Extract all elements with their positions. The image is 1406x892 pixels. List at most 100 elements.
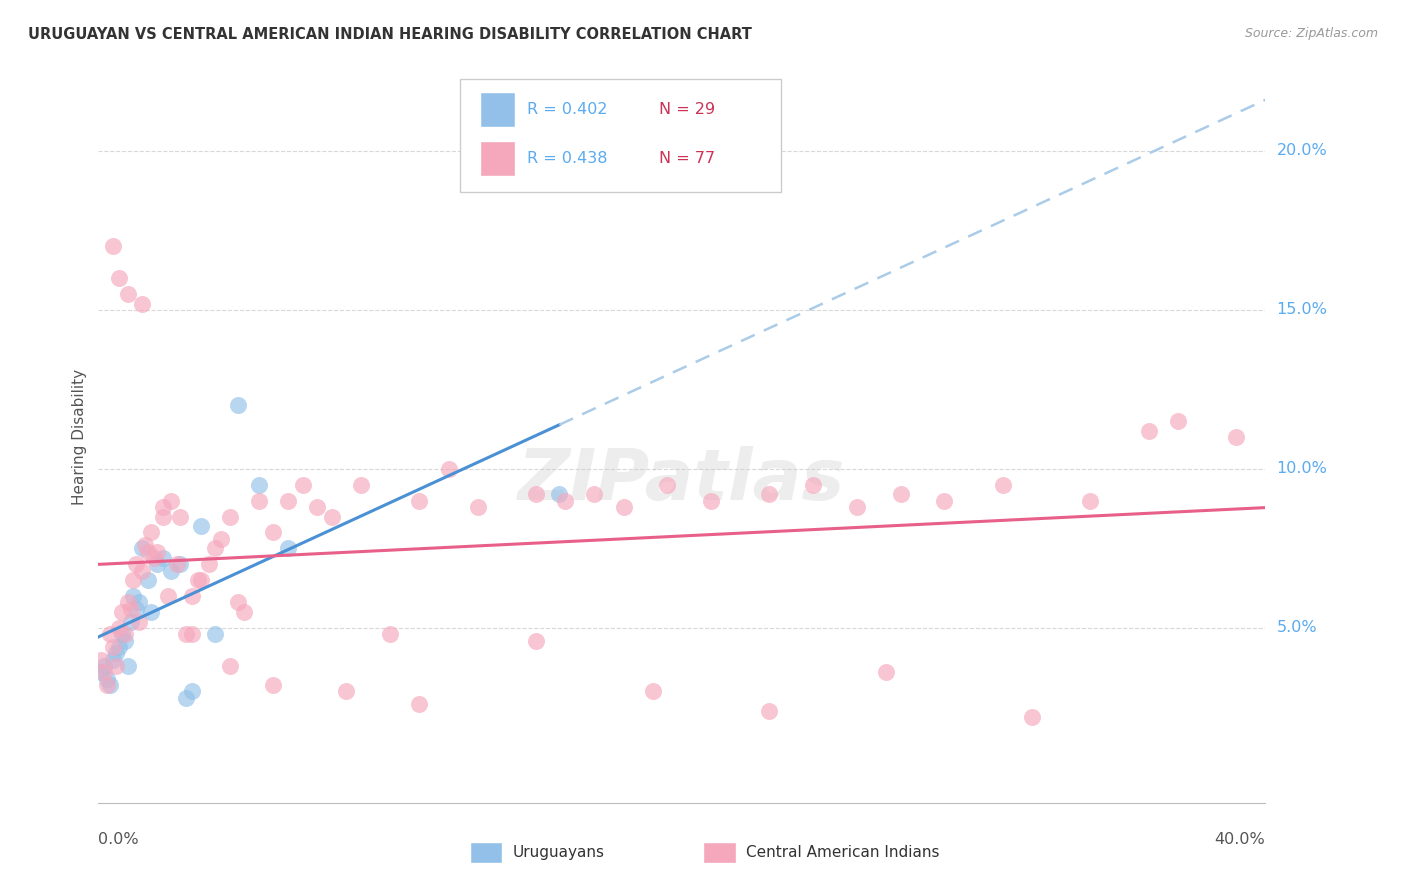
Point [131, 296, 153, 310]
Point [146, 558, 169, 572]
Point [128, 595, 150, 609]
Point [307, 500, 329, 514]
Point [247, 493, 270, 508]
Text: Uruguayans: Uruguayans [513, 845, 605, 860]
FancyBboxPatch shape [460, 78, 782, 192]
Point [350, 477, 373, 491]
Point [801, 477, 824, 491]
Point [875, 665, 897, 680]
Point [408, 493, 430, 508]
Point [108, 621, 131, 635]
Point [122, 573, 145, 587]
Point [114, 633, 136, 648]
Point [198, 558, 221, 572]
Point [335, 684, 357, 698]
Point [125, 558, 148, 572]
Point [758, 704, 780, 718]
Point [169, 509, 191, 524]
Point [90, 665, 112, 680]
Point [136, 573, 159, 587]
Point [180, 589, 202, 603]
Bar [470, 842, 502, 863]
Point [96, 672, 118, 686]
Point [90, 653, 112, 667]
Point [190, 573, 212, 587]
Point [554, 493, 576, 508]
Point [131, 541, 153, 556]
Point [96, 678, 118, 692]
Point [700, 493, 723, 508]
Point [152, 509, 174, 524]
Text: 0.0%: 0.0% [98, 832, 139, 847]
Point [1080, 493, 1102, 508]
Point [548, 487, 571, 501]
Point [934, 493, 956, 508]
Text: R = 0.438: R = 0.438 [527, 151, 607, 166]
Text: N = 77: N = 77 [658, 151, 714, 166]
Text: 5.0%: 5.0% [1277, 621, 1317, 635]
Point [187, 573, 209, 587]
Point [218, 659, 240, 673]
Point [117, 659, 139, 673]
Point [190, 519, 212, 533]
Point [111, 605, 134, 619]
Point [583, 487, 606, 501]
Text: URUGUAYAN VS CENTRAL AMERICAN INDIAN HEARING DISABILITY CORRELATION CHART: URUGUAYAN VS CENTRAL AMERICAN INDIAN HEA… [28, 27, 752, 42]
Point [657, 477, 679, 491]
Point [180, 627, 202, 641]
Point [117, 595, 139, 609]
Text: Central American Indians: Central American Indians [747, 845, 939, 860]
Point [321, 509, 343, 524]
Point [180, 684, 202, 698]
Point [120, 602, 142, 616]
Bar [703, 842, 735, 863]
Point [111, 627, 134, 641]
Point [262, 678, 284, 692]
Text: ZIPatlas: ZIPatlas [519, 447, 845, 516]
Point [117, 287, 139, 301]
Point [108, 271, 131, 285]
Point [1137, 424, 1160, 438]
Text: 15.0%: 15.0% [1277, 302, 1327, 318]
Point [1225, 430, 1247, 444]
Point [108, 640, 131, 654]
Point [408, 697, 430, 711]
Point [101, 640, 124, 654]
Point [101, 653, 124, 667]
Point [204, 627, 226, 641]
Point [160, 493, 183, 508]
Point [136, 544, 159, 558]
Point [247, 477, 270, 491]
Point [104, 659, 127, 673]
Point [890, 487, 912, 501]
Point [228, 595, 250, 609]
Point [1167, 414, 1189, 428]
Text: R = 0.402: R = 0.402 [527, 102, 607, 117]
Point [612, 500, 634, 514]
Point [128, 615, 150, 629]
Point [104, 646, 127, 660]
Point [380, 627, 402, 641]
Point [174, 690, 197, 705]
Point [122, 589, 145, 603]
Point [262, 525, 284, 540]
Point [641, 684, 664, 698]
Point [152, 550, 174, 565]
Point [157, 589, 180, 603]
Point [125, 602, 148, 616]
Bar [479, 92, 515, 127]
Point [277, 493, 299, 508]
Point [991, 477, 1014, 491]
Text: N = 29: N = 29 [658, 102, 714, 117]
Point [98, 678, 121, 692]
Text: Source: ZipAtlas.com: Source: ZipAtlas.com [1244, 27, 1378, 40]
Point [166, 558, 188, 572]
Point [467, 500, 489, 514]
Text: 10.0%: 10.0% [1277, 461, 1327, 476]
Bar [479, 141, 515, 176]
Point [1021, 710, 1043, 724]
Point [131, 564, 153, 578]
Point [93, 659, 115, 673]
Point [93, 665, 115, 680]
Point [114, 627, 136, 641]
